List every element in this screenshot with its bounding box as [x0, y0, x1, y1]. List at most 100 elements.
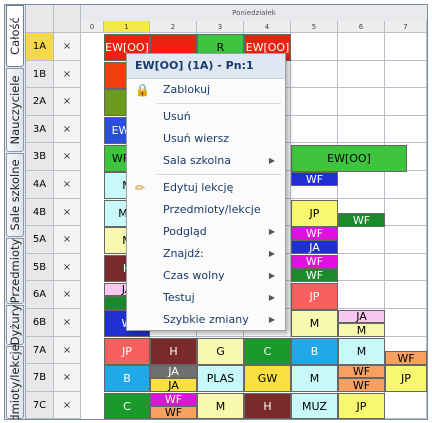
- lesson-cell[interactable]: WF: [150, 406, 197, 419]
- lesson-cell[interactable]: JP: [385, 365, 427, 392]
- lesson-cell[interactable]: M: [291, 365, 338, 392]
- unavailable-mark: ×: [54, 254, 81, 281]
- lesson-cell[interactable]: C: [104, 393, 150, 419]
- lesson-cell[interactable]: M: [338, 323, 385, 337]
- class-row-label[interactable]: 1B: [26, 61, 54, 88]
- class-row-label[interactable]: 6B: [26, 309, 54, 337]
- empty-slot[interactable]: [338, 33, 385, 61]
- context-menu-header: EW[OO] (1A) - Pn:1: [127, 54, 285, 79]
- menu-item-subjects-lessons[interactable]: Przedmioty/lekcje: [163, 203, 261, 216]
- empty-slot[interactable]: [385, 116, 427, 143]
- tab-duties[interactable]: Dyżury: [6, 304, 24, 346]
- lesson-cell[interactable]: WF: [291, 172, 338, 186]
- class-row-label[interactable]: 4B: [26, 199, 54, 226]
- class-row-label[interactable]: 5A: [26, 226, 54, 254]
- menu-item-delete[interactable]: Usuń: [163, 110, 191, 123]
- class-row-label[interactable]: 4A: [26, 171, 54, 199]
- period-header: 5: [291, 21, 338, 33]
- lesson-cell[interactable]: B: [104, 365, 150, 392]
- lesson-cell[interactable]: JA: [150, 365, 197, 378]
- unavailable-mark: ×: [54, 171, 81, 199]
- lesson-cell[interactable]: G: [197, 338, 244, 365]
- lesson-cell[interactable]: B: [291, 338, 338, 365]
- class-row-label[interactable]: 7B: [26, 364, 54, 392]
- lesson-cell[interactable]: JA: [338, 310, 385, 323]
- lesson-cell[interactable]: JP: [104, 338, 150, 365]
- lesson-cell[interactable]: EW[OO]: [291, 145, 407, 172]
- unavailable-mark: ×: [54, 61, 81, 88]
- class-row-label[interactable]: 6A: [26, 281, 54, 309]
- lesson-cell[interactable]: PLAS: [197, 365, 244, 392]
- lesson-cell[interactable]: WF: [338, 213, 385, 227]
- class-row-label[interactable]: 5B: [26, 254, 54, 281]
- menu-item-lock[interactable]: 🔒 Zablokuj: [127, 79, 285, 101]
- unavailable-mark: ×: [54, 309, 81, 337]
- tab-teachers[interactable]: Nauczyciele: [6, 68, 24, 152]
- unavailable-mark: ×: [54, 281, 81, 309]
- empty-slot[interactable]: [385, 61, 427, 88]
- empty-slot[interactable]: [385, 171, 427, 199]
- lesson-cell[interactable]: WF: [338, 378, 385, 392]
- lesson-cell[interactable]: H: [150, 338, 197, 365]
- menu-item-quick-changes[interactable]: Szybkie zmiany ▶: [127, 309, 285, 331]
- lesson-cell[interactable]: H: [244, 393, 291, 419]
- empty-slot[interactable]: [338, 281, 385, 309]
- empty-slot[interactable]: [385, 88, 427, 116]
- empty-slot[interactable]: [338, 254, 385, 281]
- period-header: 6: [338, 21, 385, 33]
- lesson-cell[interactable]: JP: [338, 393, 385, 419]
- menu-item-preview[interactable]: Podgląd ▶: [127, 221, 285, 243]
- lesson-cell[interactable]: WF: [291, 227, 338, 240]
- lesson-cell[interactable]: JP: [291, 200, 338, 227]
- unavailable-mark: ×: [54, 364, 81, 392]
- empty-slot[interactable]: [338, 116, 385, 143]
- menu-item-find[interactable]: Znajdź: ▶: [127, 243, 285, 265]
- lesson-cell[interactable]: C: [244, 338, 291, 365]
- submenu-arrow-icon: ▶: [268, 315, 275, 324]
- lock-icon: 🔒: [135, 83, 150, 97]
- lesson-cell[interactable]: WF: [338, 365, 385, 378]
- empty-slot[interactable]: [291, 116, 338, 143]
- class-row-label[interactable]: 2A: [26, 88, 54, 116]
- empty-slot[interactable]: [291, 88, 338, 116]
- lesson-cell[interactable]: WF: [291, 255, 338, 268]
- lesson-cell[interactable]: MUZ: [291, 393, 338, 419]
- empty-slot[interactable]: [338, 88, 385, 116]
- lesson-cell[interactable]: GW: [244, 365, 291, 392]
- lesson-cell[interactable]: JA: [150, 378, 197, 392]
- empty-slot[interactable]: [385, 254, 427, 281]
- class-row-label[interactable]: 1A: [26, 33, 54, 61]
- menu-item-test[interactable]: Testuj ▶: [127, 287, 285, 309]
- empty-slot[interactable]: [338, 171, 385, 199]
- menu-item-room[interactable]: Sala szkolna ▶: [127, 150, 285, 172]
- empty-slot[interactable]: [338, 226, 385, 254]
- lesson-cell[interactable]: M: [338, 338, 385, 365]
- empty-slot[interactable]: [385, 33, 427, 61]
- tab-subjects[interactable]: Przedmioty: [6, 238, 24, 304]
- tab-subjects-lessons[interactable]: dmioty/lekcje: [6, 343, 24, 420]
- empty-slot[interactable]: [385, 226, 427, 254]
- tab-overall[interactable]: Całość: [6, 5, 24, 67]
- lesson-cell[interactable]: WF: [385, 351, 427, 365]
- class-row-label[interactable]: 3A: [26, 116, 54, 143]
- lesson-cell[interactable]: JP: [291, 283, 338, 310]
- lesson-cell[interactable]: WF: [291, 268, 338, 282]
- class-row-label[interactable]: 7A: [26, 337, 54, 364]
- empty-slot[interactable]: [385, 281, 427, 309]
- menu-item-free-time[interactable]: Czas wolny ▶: [127, 265, 285, 287]
- empty-slot[interactable]: [385, 392, 427, 419]
- lesson-cell[interactable]: JA: [291, 240, 338, 254]
- empty-slot[interactable]: [385, 309, 427, 337]
- menu-item-delete-row[interactable]: Usuń wiersz: [163, 132, 230, 145]
- lesson-cell[interactable]: WF: [150, 393, 197, 406]
- empty-slot[interactable]: [291, 33, 338, 61]
- class-row-label[interactable]: 3B: [26, 143, 54, 171]
- empty-slot[interactable]: [338, 61, 385, 88]
- class-row-label[interactable]: 7C: [26, 392, 54, 419]
- menu-item-edit-lesson[interactable]: ✏ Edytuj lekcję: [127, 177, 285, 199]
- lesson-cell[interactable]: M: [197, 393, 244, 419]
- empty-slot[interactable]: [385, 199, 427, 226]
- empty-slot[interactable]: [291, 61, 338, 88]
- lesson-cell[interactable]: M: [291, 310, 338, 337]
- tab-classrooms[interactable]: Sale szkolne: [6, 153, 24, 237]
